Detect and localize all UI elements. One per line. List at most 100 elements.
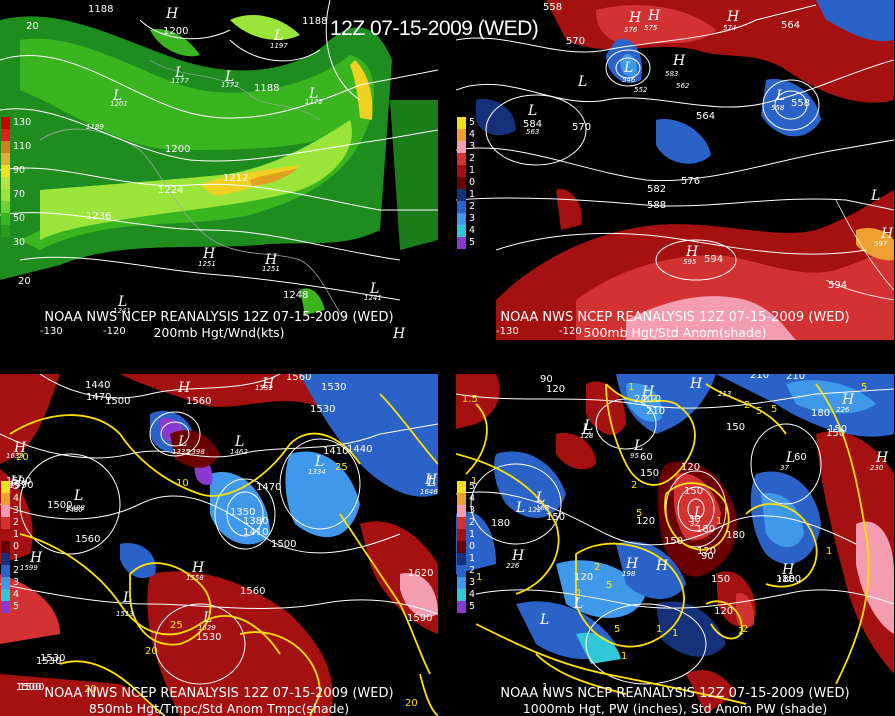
contour-label: 60 bbox=[640, 452, 653, 463]
contour-label: 120 bbox=[636, 516, 655, 527]
value-label: 1480 bbox=[65, 506, 83, 514]
pw-label: 5 bbox=[636, 508, 642, 519]
contour-label: 564 bbox=[781, 20, 800, 31]
legend-swatch bbox=[1, 153, 10, 165]
contour-label: 1530 bbox=[196, 632, 221, 643]
legend-label: 5 bbox=[13, 481, 20, 492]
longitude-label: -130 bbox=[496, 326, 519, 337]
legend-label: 30 bbox=[13, 237, 26, 248]
contour-label: 1251 bbox=[262, 265, 280, 273]
legend-label: 3 bbox=[469, 141, 476, 152]
low-marker: L bbox=[775, 88, 785, 104]
low-marker: L bbox=[535, 490, 545, 506]
legend-swatch bbox=[1, 237, 10, 249]
pw-label: 1 bbox=[471, 476, 477, 487]
low-marker: L bbox=[308, 86, 318, 102]
pw-label: 5 bbox=[614, 624, 620, 635]
contour-label: 1236 bbox=[86, 211, 111, 222]
legend-swatch bbox=[1, 541, 10, 553]
panel-caption-field: 500mb Hgt/Std Anom(shade) bbox=[583, 324, 767, 340]
panel-200mb: 1188 1188 1200 1197 1177 1172 1188 1172 … bbox=[0, 0, 438, 340]
legend-swatch bbox=[457, 601, 466, 613]
legend-label: 5 bbox=[469, 481, 476, 492]
contour-label: 120 bbox=[574, 572, 593, 583]
high-marker: H bbox=[202, 246, 216, 262]
contour-label: 1500 bbox=[47, 500, 72, 511]
legend-label: 3 bbox=[469, 505, 476, 516]
contour-label: 558 bbox=[791, 98, 810, 109]
high-marker: H bbox=[29, 550, 43, 566]
contour-label: 582 bbox=[647, 184, 666, 195]
legend-label: 4 bbox=[469, 225, 476, 236]
legend-label: 0 bbox=[13, 541, 20, 552]
legend-swatch bbox=[1, 213, 10, 225]
legend-swatch bbox=[457, 213, 466, 225]
legend-label: 2 bbox=[13, 565, 20, 576]
contour-label: 180 bbox=[776, 574, 795, 585]
contour-label: 90 bbox=[701, 551, 714, 562]
value-label: 595 bbox=[683, 258, 697, 266]
high-marker: H bbox=[685, 244, 699, 260]
contour-label: 1440 bbox=[85, 380, 110, 391]
value-label: 1513 bbox=[116, 610, 134, 618]
pw-label: 5 bbox=[756, 406, 762, 417]
map-1000mb: 90 210 210 120 150 180 150 150 120 180 1… bbox=[456, 374, 894, 714]
legend-label: 4 bbox=[469, 589, 476, 600]
contour-label: 1380 bbox=[243, 516, 268, 527]
contour-label: 240 bbox=[634, 394, 653, 405]
low-marker: L bbox=[112, 88, 122, 104]
value-label: 1558 bbox=[186, 574, 204, 582]
legend-label: 2 bbox=[13, 517, 20, 528]
panel-1000mb: 90 210 210 120 150 180 150 150 120 180 1… bbox=[456, 374, 894, 716]
legend-850mb: 5 4 3 2 1 0 1 2 3 4 5 bbox=[1, 481, 33, 613]
high-marker: H bbox=[672, 53, 686, 69]
contour-label: 60 bbox=[794, 452, 807, 463]
map-500mb: 558 564 570 584 570 552 564 576 558 582 … bbox=[456, 0, 894, 340]
low-marker: L bbox=[633, 438, 643, 454]
low-marker: L bbox=[581, 422, 591, 438]
legend-label: 50 bbox=[13, 213, 26, 224]
contour-label: 210 bbox=[642, 394, 661, 405]
legend-label: 0 bbox=[469, 541, 476, 552]
legend-swatch bbox=[457, 565, 466, 577]
pw-label: 1 bbox=[672, 628, 678, 639]
legend-swatch bbox=[1, 117, 10, 129]
legend-swatch bbox=[457, 589, 466, 601]
low-marker: L bbox=[573, 596, 583, 612]
legend-swatch bbox=[1, 189, 10, 201]
value-label: 1462 bbox=[230, 448, 248, 456]
pw-label: 5 bbox=[771, 404, 777, 415]
legend-swatch bbox=[457, 481, 466, 493]
legend-label: 70 bbox=[13, 189, 26, 200]
contour-label: 120 bbox=[714, 606, 733, 617]
legend-label: 5 bbox=[469, 117, 476, 128]
high-marker: H bbox=[13, 440, 27, 456]
contour-label: 180 bbox=[811, 408, 830, 419]
contour-label: 210 bbox=[786, 374, 805, 382]
value-label: 32 bbox=[690, 520, 699, 528]
contour-label: 1590 bbox=[8, 480, 33, 491]
legend-swatch bbox=[457, 553, 466, 565]
legend-swatch bbox=[1, 553, 10, 565]
legend-swatch bbox=[1, 601, 10, 613]
pw-label: 1 bbox=[716, 516, 722, 527]
contour-label: 1500 bbox=[105, 396, 130, 407]
legend-label: 2 bbox=[469, 517, 476, 528]
pw-label: 1 bbox=[826, 546, 832, 557]
contour-label: 570 bbox=[566, 36, 585, 47]
contour-label: 576 bbox=[681, 176, 700, 187]
high-marker: H bbox=[726, 9, 740, 25]
temp-label: 20 bbox=[405, 698, 418, 709]
low-marker: L bbox=[527, 103, 537, 119]
contour-label: 1560 bbox=[240, 586, 265, 597]
contour-label: 1172 bbox=[221, 81, 239, 89]
value-label: 1532 bbox=[255, 384, 273, 392]
contour-label: 1200 bbox=[165, 144, 190, 155]
legend-label: 5 bbox=[469, 237, 476, 248]
low-marker: L bbox=[426, 474, 436, 490]
value-label: 147 bbox=[778, 576, 792, 584]
value-label: 1633 bbox=[6, 452, 24, 460]
low-marker: L bbox=[369, 281, 379, 297]
legend-label: 4 bbox=[469, 493, 476, 504]
temp-label: 20 bbox=[145, 646, 158, 657]
